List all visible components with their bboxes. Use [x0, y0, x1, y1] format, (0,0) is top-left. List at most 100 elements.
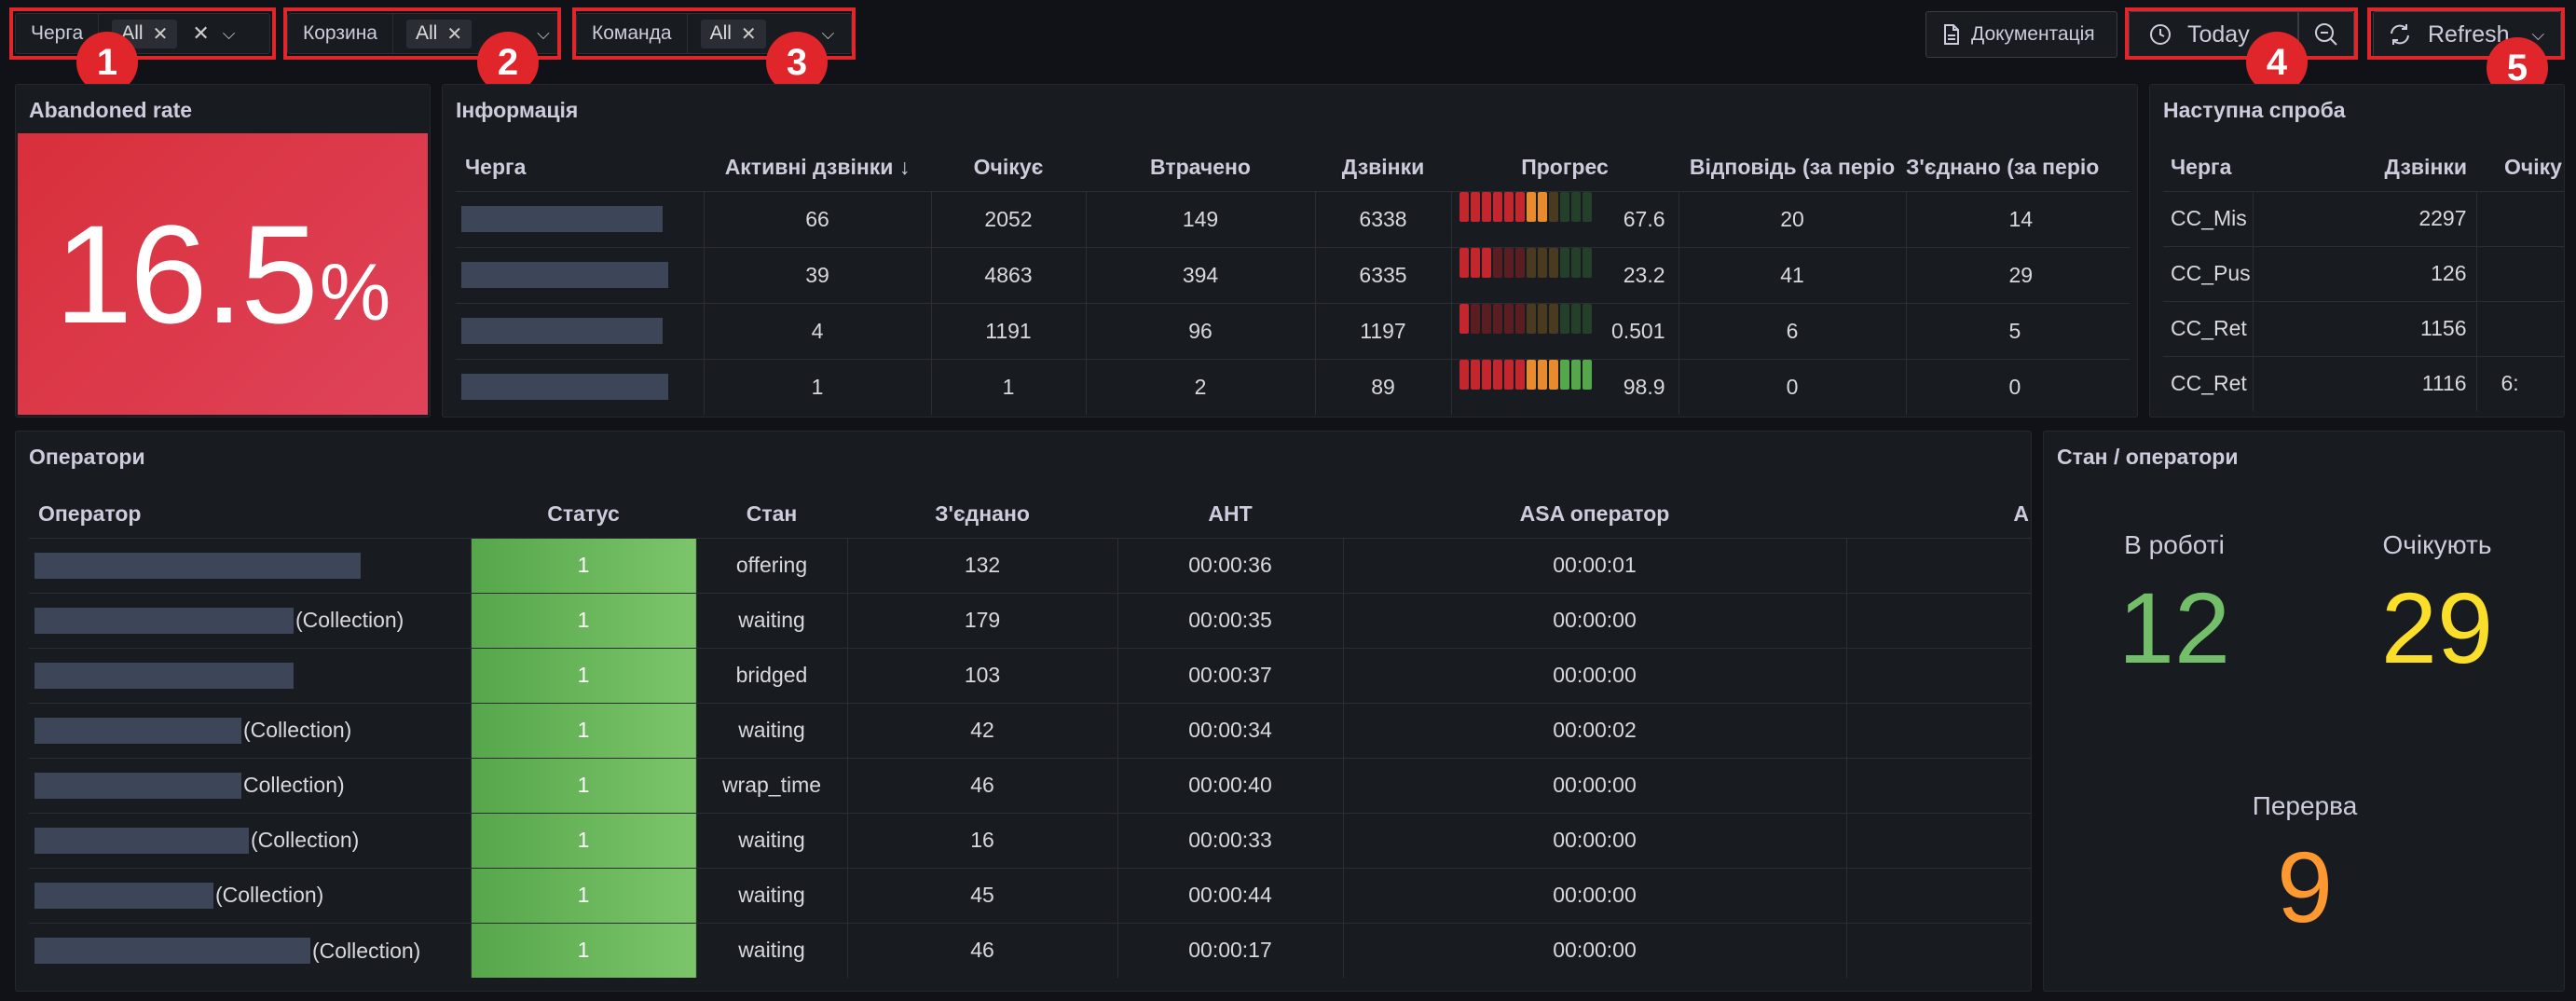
column-header[interactable]: Оператор — [38, 501, 142, 527]
break-value: 9 — [2276, 830, 2334, 943]
info-table: Черга Активні дзвінки ↓ Очікує Втрачено … — [456, 144, 2130, 415]
team-variable-chip[interactable]: All ✕ — [700, 19, 766, 48]
progress-cell: 98.9 — [1451, 358, 1679, 415]
column-header[interactable]: Черга — [2171, 155, 2232, 180]
column-header[interactable]: Статус — [547, 501, 620, 527]
column-header[interactable]: Очікує — [973, 155, 1044, 180]
table-row[interactable]: 1 bridged 103 00:00:37 00:00:00 — [29, 647, 2031, 703]
zoom-out-icon — [2315, 23, 2337, 46]
extra-cell — [1845, 537, 2031, 593]
progress-cell: 0.501 — [1451, 302, 1679, 359]
waiting-cell — [2476, 190, 2564, 246]
column-header[interactable]: Очіку — [2504, 155, 2562, 180]
answered-cell: 0 — [1679, 358, 1907, 415]
waiting-value: 29 — [2380, 571, 2494, 684]
remove-chip-icon[interactable]: ✕ — [152, 23, 169, 45]
gauge-segment — [1492, 304, 1502, 334]
redacted-name — [34, 938, 310, 965]
gauge-segment — [1481, 359, 1491, 390]
column-header[interactable]: Активні дзвінки ↓ — [724, 155, 911, 180]
state-cell: waiting — [696, 702, 848, 758]
redacted-name — [34, 552, 361, 579]
gauge-segment — [1570, 359, 1581, 390]
state-cell: waiting — [696, 812, 848, 868]
column-header[interactable]: З'єднано (за періо — [1906, 155, 2100, 180]
gauge-segment — [1470, 359, 1480, 390]
clear-icon[interactable]: ✕ — [192, 21, 210, 45]
state-cell: offering — [696, 537, 848, 593]
operator-suffix: (Collection) — [295, 608, 404, 633]
gauge-segment — [1514, 359, 1525, 390]
lost-cell: 149 — [1086, 190, 1316, 247]
table-row[interactable]: (Collection) 1 waiting 45 00:00:44 00:00:00 — [29, 867, 2031, 923]
annotation-badge-2: 2 — [477, 32, 539, 93]
answered-cell: 41 — [1679, 246, 1907, 303]
table-row[interactable]: 66 2052 149 6338 67.6 20 14 — [456, 190, 2130, 247]
panel-title: Оператори — [29, 445, 145, 469]
column-header[interactable]: A — [2013, 501, 2029, 527]
table-row[interactable]: CC_Ret 1116 6: — [2163, 355, 2564, 411]
column-header[interactable]: Втрачено — [1150, 155, 1251, 180]
extra-cell — [1845, 592, 2031, 648]
basket-variable-chip[interactable]: All ✕ — [406, 19, 473, 48]
aht-cell: 00:00:34 — [1117, 702, 1344, 758]
table-row[interactable]: (Collection) 1 waiting 16 00:00:33 00:00:00 — [29, 812, 2031, 868]
table-row[interactable]: CC_Mis 2297 — [2163, 190, 2564, 246]
column-header[interactable]: AHT — [1208, 501, 1253, 527]
queue-cell — [456, 246, 705, 303]
connected-cell: 103 — [847, 647, 1118, 703]
gauge-segment — [1503, 248, 1514, 278]
chevron-down-icon[interactable]: ⌵ — [821, 23, 835, 43]
queue-variable[interactable]: Черга All ✕ ✕ ⌵ — [15, 13, 270, 54]
chevron-down-icon[interactable]: ⌵ — [537, 23, 550, 43]
asa-cell: 00:00:02 — [1343, 702, 1847, 758]
table-row[interactable]: (Collection) 1 waiting 42 00:00:34 00:00:02 — [29, 702, 2031, 758]
connected-cell: 16 — [847, 812, 1118, 868]
documentation-button[interactable]: Документація — [1925, 11, 2117, 58]
table-row[interactable]: CC_Ret 1156 — [2163, 300, 2564, 356]
column-header[interactable]: Стан — [746, 501, 798, 527]
status-cell: 1 — [471, 647, 697, 703]
chevron-down-icon[interactable]: ⌵ — [222, 23, 236, 43]
progress-cell: 67.6 — [1451, 190, 1679, 247]
waiting-cell — [2476, 300, 2564, 356]
waiting-label: Очікують — [2382, 530, 2492, 559]
status-cell: 1 — [471, 702, 697, 758]
table-row[interactable]: (Collection) 1 waiting 46 00:00:17 00:00:00 — [29, 922, 2031, 978]
table-row[interactable]: 1 1 2 89 98.9 0 0 — [456, 358, 2130, 415]
redacted-name — [461, 206, 663, 233]
table-row[interactable]: (Collection) 1 waiting 179 00:00:35 00:00:00 — [29, 592, 2031, 648]
remove-chip-icon[interactable]: ✕ — [740, 23, 757, 45]
column-header[interactable]: Дзвінки — [1341, 155, 1425, 180]
calls-cell: 2297 — [2253, 190, 2477, 246]
active-calls-cell: 39 — [704, 246, 932, 303]
queue-variable-chip[interactable]: All ✕ — [112, 19, 178, 48]
chevron-down-icon[interactable]: ⌵ — [2531, 24, 2545, 44]
gauge-segment — [1470, 248, 1480, 278]
extra-cell — [1845, 867, 2031, 923]
gauge-segment — [1526, 359, 1536, 390]
column-header[interactable]: З'єднано — [935, 501, 1030, 527]
gauge-segment — [1470, 192, 1480, 222]
connected-cell: 46 — [847, 757, 1118, 813]
annotation-badge-1: 1 — [76, 32, 138, 93]
gauge-segment — [1514, 304, 1525, 334]
column-header[interactable]: Черга — [465, 155, 527, 180]
table-row[interactable]: 4 1191 96 1197 0.501 6 5 — [456, 302, 2130, 359]
table-row[interactable]: 39 4863 394 6335 23.2 41 29 — [456, 246, 2130, 303]
column-header[interactable]: ASA оператор — [1519, 501, 1670, 527]
column-header[interactable]: Відповідь (за періо — [1689, 155, 1896, 180]
zoom-out-button[interactable] — [2298, 11, 2354, 58]
column-header[interactable]: Прогрес — [1521, 155, 1609, 180]
operator-cell — [29, 647, 472, 703]
refresh-icon — [2391, 24, 2409, 45]
operator-suffix: (Collection) — [243, 718, 352, 743]
table-row[interactable]: 1 offering 132 00:00:36 00:00:01 — [29, 537, 2031, 593]
table-row[interactable]: Collection) 1 wrap_time 46 00:00:40 00:00:00 — [29, 757, 2031, 813]
gauge-segment — [1548, 192, 1558, 222]
in-work-value: 12 — [2117, 571, 2231, 684]
remove-chip-icon[interactable]: ✕ — [446, 23, 463, 45]
column-header[interactable]: Дзвінки — [2384, 155, 2467, 180]
table-row[interactable]: CC_Pus 126 — [2163, 245, 2564, 301]
waiting-cell: 4863 — [931, 246, 1087, 303]
